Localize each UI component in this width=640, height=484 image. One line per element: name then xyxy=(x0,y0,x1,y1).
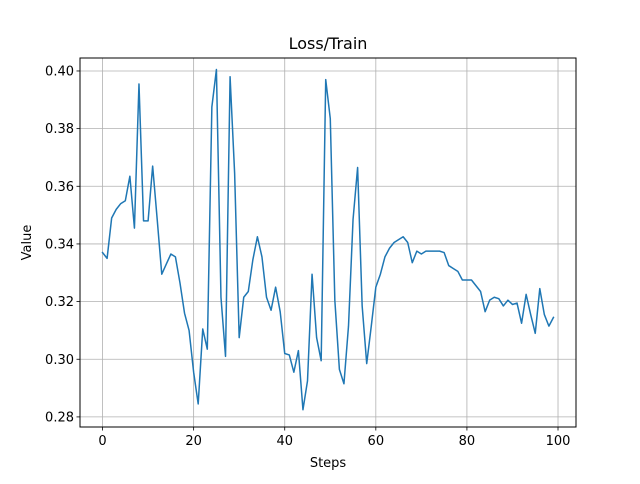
y-axis-label: Value xyxy=(20,225,35,261)
grid-layer xyxy=(80,58,576,427)
x-tick-label: 20 xyxy=(185,434,202,449)
y-tick-label: 0.40 xyxy=(45,64,74,79)
x-tick-label: 40 xyxy=(276,434,293,449)
y-tick-label: 0.34 xyxy=(45,237,74,252)
y-tick-label: 0.30 xyxy=(45,353,74,368)
ticks-layer: 0 20 40 60 80 100 0.28 0.30 0.32 0.34 0.36 0.38 0.40 xyxy=(45,64,570,449)
series-line xyxy=(101,68,555,411)
x-tick-label: 60 xyxy=(368,434,385,449)
y-tick-label: 0.38 xyxy=(45,122,74,137)
y-tick-label: 0.36 xyxy=(45,180,74,195)
y-tick-label: 0.28 xyxy=(45,410,74,425)
plot-frame xyxy=(79,57,577,428)
x-tick-label: 80 xyxy=(459,434,476,449)
series-layer xyxy=(101,68,555,411)
x-tick-label: 0 xyxy=(98,434,106,449)
chart-title: Loss/Train xyxy=(289,34,368,53)
x-tick-label: 100 xyxy=(546,434,571,449)
y-tick-label: 0.32 xyxy=(45,295,74,310)
x-axis-label: Steps xyxy=(310,456,347,471)
